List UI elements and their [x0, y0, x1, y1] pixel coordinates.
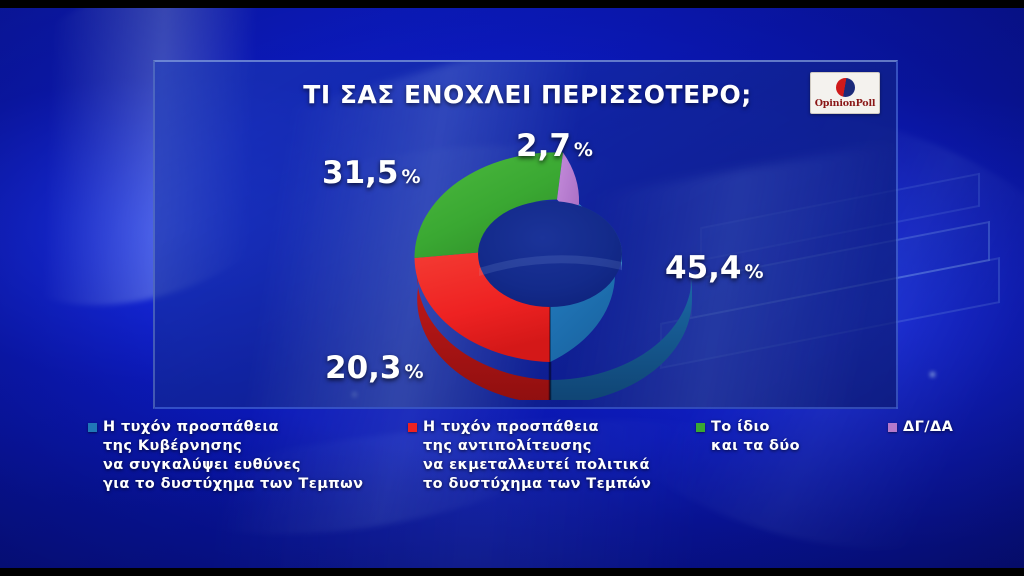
callout-blue-symbol: %	[744, 261, 764, 283]
segment-red-outer-wall	[417, 264, 550, 400]
legend-label-opposition: Η τυχόν προσπάθεια της αντιπολίτευσης να…	[423, 418, 651, 494]
legend-line: της Κυβέρνησης	[103, 438, 243, 454]
letterbox-bar-bottom	[0, 568, 1024, 576]
callout-red-value: 20,3	[325, 350, 402, 386]
chart-legend: Η τυχόν προσπάθεια της Κυβέρνησης να συγ…	[0, 418, 1024, 518]
legend-swatch-purple	[888, 423, 897, 432]
opinion-poll-logo: OpinionPoll	[810, 72, 880, 114]
callout-blue: 45,4%	[665, 250, 764, 286]
legend-line: για το δυστύχημα των Τεμπων	[103, 476, 364, 492]
page-title: ΤΙ ΣΑΣ ΕΝΟΧΛΕΙ ΠΕΡΙΣΣΟΤΕΡΟ;	[303, 80, 752, 109]
callout-blue-value: 45,4	[665, 250, 742, 286]
legend-label-both: Το ίδιο και τα δύο	[711, 418, 800, 456]
donut-hole	[478, 201, 622, 307]
legend-item-both: Το ίδιο και τα δύο	[696, 418, 800, 456]
legend-line: της αντιπολίτευσης	[423, 438, 592, 454]
donut-chart-svg	[414, 152, 692, 400]
background-glow-dot	[930, 372, 935, 377]
legend-swatch-green	[696, 423, 705, 432]
legend-line: να εκμεταλλευτεί πολιτικά	[423, 457, 650, 473]
donut-hole-sheen	[479, 255, 622, 276]
logo-circle-icon	[835, 77, 855, 97]
segment-purple	[557, 152, 580, 252]
segment-green	[414, 152, 563, 258]
legend-item-government: Η τυχόν προσπάθεια της Κυβέρνησης να συγ…	[88, 418, 363, 494]
legend-swatch-red	[408, 423, 417, 432]
legend-line: να συγκαλύψει ευθύνες	[103, 457, 301, 473]
callout-purple: 2,7%	[516, 128, 593, 164]
legend-label-dk-na: ΔΓ/ΔΑ	[903, 418, 953, 437]
callout-green-symbol: %	[401, 166, 421, 188]
callout-purple-value: 2,7	[516, 128, 571, 164]
callout-green-value: 31,5	[322, 155, 399, 191]
legend-line: Η τυχόν προσπάθεια	[423, 419, 599, 435]
legend-line: το δυστύχημα των Τεμπών	[423, 476, 652, 492]
letterbox-bar-top	[0, 0, 1024, 8]
legend-line: ΔΓ/ΔΑ	[903, 419, 954, 435]
chart-panel: ΤΙ ΣΑΣ ΕΝΟΧΛΕΙ ΠΕΡΙΣΣΟΤΕΡΟ; OpinionPoll	[153, 60, 898, 409]
callout-green: 31,5%	[322, 155, 421, 191]
legend-item-opposition: Η τυχόν προσπάθεια της αντιπολίτευσης να…	[408, 418, 651, 494]
legend-label-government: Η τυχόν προσπάθεια της Κυβέρνησης να συγ…	[103, 418, 363, 494]
legend-item-dk-na: ΔΓ/ΔΑ	[888, 418, 953, 437]
legend-line: και τα δύο	[711, 438, 800, 454]
segment-blue-outer-wall	[550, 275, 692, 400]
callout-red: 20,3%	[325, 350, 424, 386]
callout-purple-symbol: %	[573, 139, 593, 161]
legend-line: Η τυχόν προσπάθεια	[103, 419, 279, 435]
donut-chart	[395, 150, 705, 400]
logo-label: OpinionPoll	[814, 97, 876, 109]
legend-swatch-blue	[88, 423, 97, 432]
legend-line: Το ίδιο	[711, 419, 770, 435]
callout-red-symbol: %	[404, 361, 424, 383]
